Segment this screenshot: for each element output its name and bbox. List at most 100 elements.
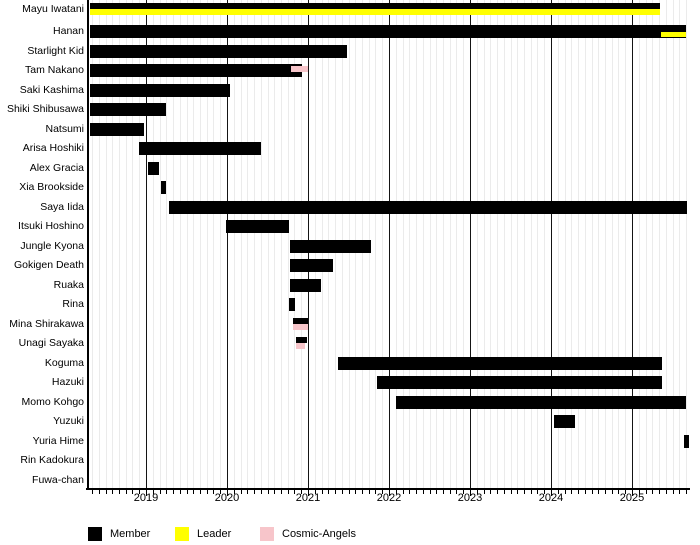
month-gridline	[612, 0, 613, 488]
row-label: Xia Brookside	[19, 181, 84, 193]
year-tick	[227, 490, 228, 496]
month-gridline	[544, 0, 545, 488]
year-tick	[389, 490, 390, 496]
month-tick	[213, 490, 214, 494]
month-tick	[537, 490, 538, 494]
month-tick	[153, 490, 154, 494]
month-tick	[409, 490, 410, 494]
month-tick	[436, 490, 437, 494]
year-tick	[308, 490, 309, 496]
month-gridline	[247, 0, 248, 488]
month-tick	[92, 490, 93, 494]
month-tick	[558, 490, 559, 494]
month-gridline	[659, 0, 660, 488]
month-tick	[342, 490, 343, 494]
legend-swatch-cosmic	[260, 527, 274, 541]
month-gridline	[213, 0, 214, 488]
month-gridline	[220, 0, 221, 488]
timeline-bar-cosmic	[296, 343, 305, 349]
month-tick	[673, 490, 674, 494]
year-gridline	[227, 0, 228, 488]
month-tick	[598, 490, 599, 494]
timeline-bar-member	[684, 435, 689, 448]
month-gridline	[456, 0, 457, 488]
row-label: Ruaka	[53, 279, 84, 291]
row-label: Koguma	[44, 357, 84, 369]
month-tick	[666, 490, 667, 494]
month-gridline	[281, 0, 282, 488]
y-axis-line	[87, 0, 89, 490]
row-label: Fuwa-chan	[32, 474, 84, 486]
month-tick	[484, 490, 485, 494]
timeline-bar-leader	[661, 32, 686, 37]
month-tick	[254, 490, 255, 494]
month-tick	[322, 490, 323, 494]
timeline-bar-member	[290, 259, 333, 272]
timeline-bar-member	[90, 84, 230, 97]
row-label: Hazuki	[51, 376, 84, 388]
month-gridline	[646, 0, 647, 488]
month-gridline	[132, 0, 133, 488]
month-tick	[490, 490, 491, 494]
timeline-bar-member	[226, 220, 289, 233]
month-tick	[396, 490, 397, 494]
row-label: Mayu Iwatani	[22, 3, 84, 15]
row-label: Tam Nakano	[25, 64, 84, 76]
month-gridline	[571, 0, 572, 488]
month-tick	[456, 490, 457, 494]
month-gridline	[153, 0, 154, 488]
month-tick	[612, 490, 613, 494]
row-label: Natsumi	[45, 123, 84, 135]
month-gridline	[274, 0, 275, 488]
timeline-bar-member	[554, 415, 575, 428]
month-tick	[585, 490, 586, 494]
month-tick	[578, 490, 579, 494]
month-gridline	[686, 0, 687, 488]
month-gridline	[592, 0, 593, 488]
month-gridline	[106, 0, 107, 488]
month-tick	[281, 490, 282, 494]
month-gridline	[375, 0, 376, 488]
month-tick	[517, 490, 518, 494]
month-tick	[544, 490, 545, 494]
month-tick	[187, 490, 188, 494]
month-gridline	[403, 0, 404, 488]
month-gridline	[625, 0, 626, 488]
month-gridline	[396, 0, 397, 488]
year-gridline	[146, 0, 147, 488]
month-tick	[315, 490, 316, 494]
month-gridline	[578, 0, 579, 488]
month-gridline	[254, 0, 255, 488]
month-tick	[652, 490, 653, 494]
month-tick	[220, 490, 221, 494]
month-tick	[497, 490, 498, 494]
month-gridline	[193, 0, 194, 488]
row-label: Yuria Hime	[32, 435, 84, 447]
legend-swatch-leader	[175, 527, 189, 541]
row-label: Alex Gracia	[29, 162, 84, 174]
month-tick	[646, 490, 647, 494]
month-tick	[625, 490, 626, 494]
axis-year-label: 2020	[214, 492, 240, 504]
month-tick	[335, 490, 336, 494]
month-gridline	[409, 0, 410, 488]
month-tick	[160, 490, 161, 494]
axis-year-label: 2021	[295, 492, 321, 504]
month-tick	[592, 490, 593, 494]
row-label: Mina Shirakawa	[9, 318, 84, 330]
year-gridline	[632, 0, 633, 488]
month-gridline	[450, 0, 451, 488]
month-gridline	[565, 0, 566, 488]
month-gridline	[261, 0, 262, 488]
row-label: Saki Kashima	[19, 84, 84, 96]
year-gridline	[470, 0, 471, 488]
month-gridline	[477, 0, 478, 488]
legend-label-leader: Leader	[197, 528, 232, 540]
timeline-bar-member	[289, 298, 295, 311]
month-tick	[423, 490, 424, 494]
month-tick	[166, 490, 167, 494]
month-gridline	[139, 0, 140, 488]
row-label: Starlight Kid	[27, 45, 84, 57]
month-tick	[241, 490, 242, 494]
month-gridline	[673, 0, 674, 488]
